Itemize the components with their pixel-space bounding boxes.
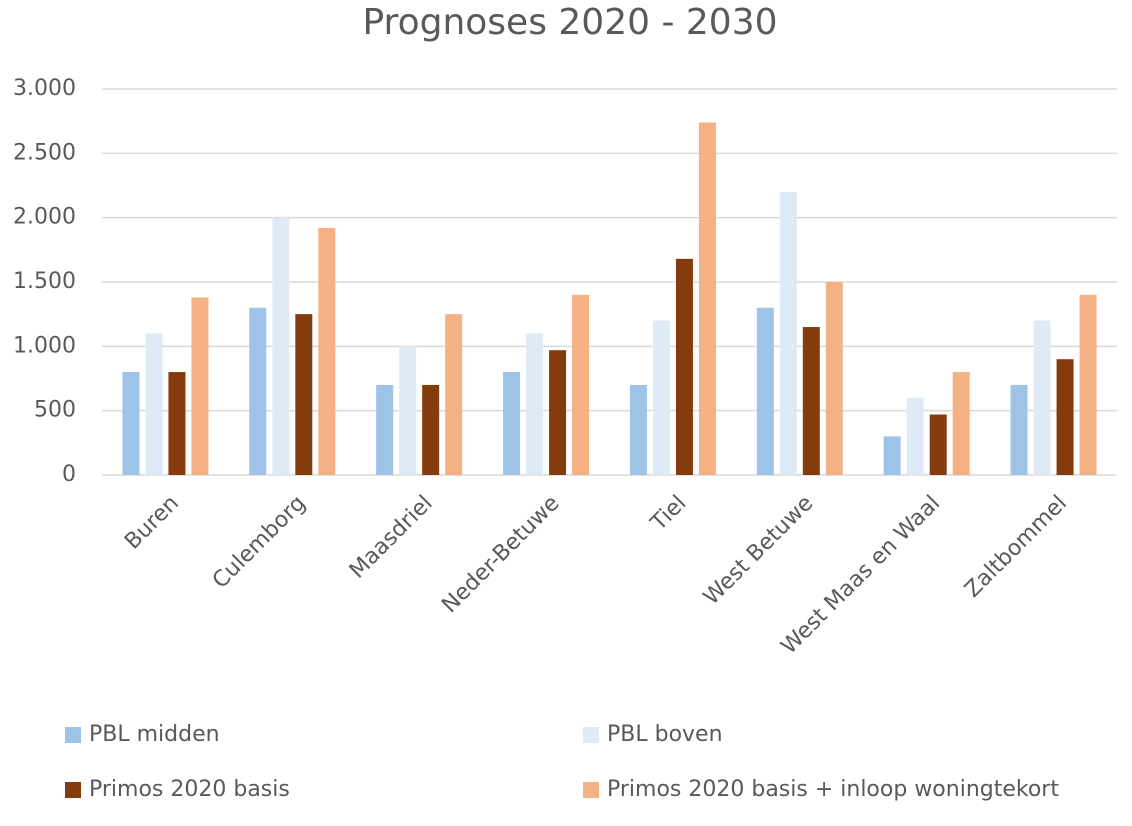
bar [756, 307, 774, 475]
x-tick-label: Maasdriel [345, 491, 438, 584]
bar [318, 227, 336, 475]
bar [1079, 294, 1097, 475]
bar [825, 282, 843, 475]
bar [629, 384, 647, 475]
bar [376, 384, 394, 475]
bar [929, 414, 947, 475]
legend-swatch [65, 727, 81, 743]
bar [272, 217, 290, 475]
bar [883, 436, 901, 475]
bar [399, 346, 417, 475]
x-tick-label: Neder-Betuwe [437, 491, 564, 618]
x-tick-label: Zaltbommel [960, 491, 1072, 603]
y-tick-label: 2.500 [13, 140, 76, 165]
y-tick-label: 3.000 [13, 76, 76, 101]
legend-swatch [583, 782, 599, 798]
bar [503, 372, 521, 475]
bar [1010, 384, 1028, 475]
bar [1056, 359, 1074, 475]
y-tick-label: 0 [62, 462, 76, 487]
legend-label: Primos 2020 basis + inloop woningtekort [607, 777, 1059, 802]
bar [168, 372, 186, 475]
bar [549, 350, 567, 475]
bar [1033, 320, 1051, 475]
bar [698, 122, 716, 475]
y-tick-label: 1.500 [13, 269, 76, 294]
bar [952, 372, 970, 475]
bar [422, 384, 440, 475]
bar [249, 307, 267, 475]
bar [145, 333, 163, 475]
bar [572, 294, 590, 475]
legend-label: PBL boven [607, 722, 723, 747]
x-tick-label: Tiel [646, 491, 692, 537]
legend-label: PBL midden [89, 722, 220, 747]
x-tick-label: Buren [120, 491, 184, 555]
bar [122, 372, 140, 475]
x-tick-label: Culemborg [208, 491, 311, 594]
bar [445, 314, 463, 475]
bar [675, 258, 693, 475]
bar [191, 297, 209, 475]
legend-swatch [583, 727, 599, 743]
y-tick-label: 1.000 [13, 333, 76, 358]
y-tick-label: 2.000 [13, 205, 76, 230]
chart-title: Prognoses 2020 - 2030 [362, 2, 777, 43]
bar [295, 314, 313, 475]
bar [906, 397, 924, 475]
bar [779, 191, 797, 475]
x-tick-label: West Betuwe [699, 491, 818, 610]
bar [526, 333, 544, 475]
legend-label: Primos 2020 basis [89, 777, 290, 802]
bar [802, 327, 820, 475]
bar [652, 320, 670, 475]
legend-swatch [65, 782, 81, 798]
y-tick-label: 500 [34, 398, 76, 423]
